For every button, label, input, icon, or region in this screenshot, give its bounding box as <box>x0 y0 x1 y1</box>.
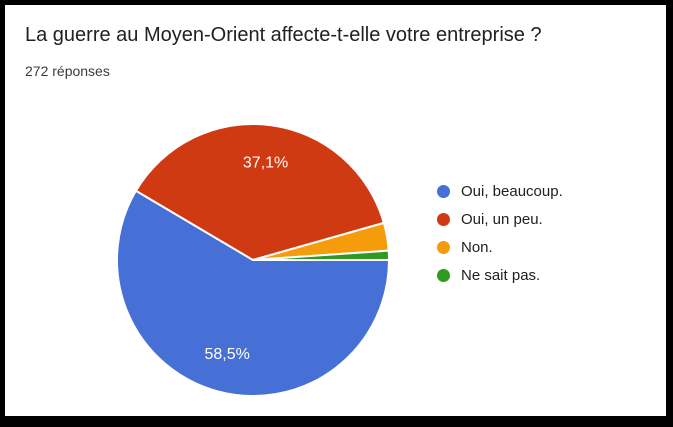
question-title: La guerre au Moyen-Orient affecte-t-elle… <box>25 24 542 46</box>
legend-item-label: Oui, beaucoup. <box>461 182 563 200</box>
legend-color-dot-icon <box>437 184 450 198</box>
pie-slice-4[interactable] <box>252 249 391 261</box>
legend-color-dot-icon <box>437 240 450 254</box>
legend-item-label: Non. <box>461 238 493 256</box>
responses-count: 272 réponses <box>25 63 110 79</box>
legend-color-dot-icon <box>437 212 450 226</box>
legend-item-2: Oui, un peu. <box>437 205 563 233</box>
legend-item-label: Oui, un peu. <box>461 210 543 228</box>
legend-item-3: Non. <box>437 233 563 261</box>
pie-slice-percent-label: 37,1% <box>243 154 288 171</box>
legend-item-label: Ne sait pas. <box>461 266 541 284</box>
legend-item-1: Oui, beaucoup. <box>437 177 563 205</box>
pie-slice-percent-label: 58,5% <box>205 346 250 363</box>
legend-color-dot-icon <box>437 268 450 282</box>
chart-legend: Oui, beaucoup. Oui, un peu. Non. Ne sait pa… <box>437 177 563 289</box>
form-results-card: La guerre au Moyen-Orient affecte-t-elle… <box>5 5 666 416</box>
pie-slice-2[interactable] <box>134 123 385 261</box>
legend-item-4: Ne sait pas. <box>437 261 563 289</box>
pie-chart: 58,5% 37,1% <box>116 123 391 397</box>
pie-slice-1[interactable] <box>116 189 390 397</box>
